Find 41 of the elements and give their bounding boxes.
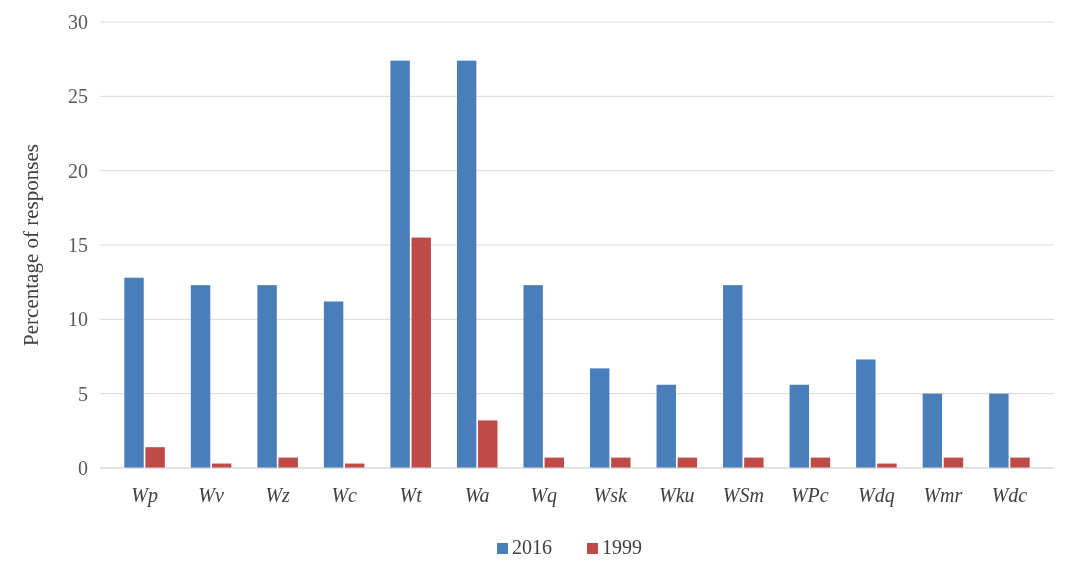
x-tick-label: Wp [131, 484, 158, 507]
bar [523, 285, 543, 468]
x-tick-label: Wq [530, 484, 558, 507]
y-tick-label: 15 [68, 234, 88, 256]
y-tick-label: 0 [78, 457, 88, 479]
bar [145, 447, 165, 468]
bar [411, 237, 431, 468]
bar [190, 285, 211, 468]
legend-label: 2016 [512, 536, 552, 558]
bar [257, 285, 277, 468]
bar [323, 301, 344, 468]
x-tick-label: Wt [399, 484, 423, 506]
x-tick-label: Wsk [593, 484, 629, 506]
y-tick-label: 20 [68, 159, 88, 182]
bar [390, 60, 410, 468]
bar [590, 368, 610, 468]
x-tick-label: WPc [790, 484, 829, 506]
bar [124, 277, 144, 468]
y-tick-label: 30 [68, 11, 88, 33]
bar [789, 384, 809, 468]
x-tick-label: Wv [198, 484, 224, 506]
y-tick-label: 25 [68, 85, 88, 108]
y-tick-label: 10 [68, 308, 88, 331]
bar [456, 60, 477, 468]
bar [656, 384, 676, 468]
x-tick-label: Wc [331, 484, 358, 506]
y-axis-title: Percentage of responses [19, 144, 43, 346]
x-tick-label: Wdq [858, 484, 895, 507]
bar [989, 393, 1009, 468]
x-tick-label: Wz [265, 484, 291, 506]
bar [922, 393, 943, 468]
x-tick-label: Wdc [991, 484, 1028, 506]
x-tick-label: Wa [464, 484, 490, 506]
bar [856, 359, 876, 468]
x-tick-label: Wku [659, 484, 695, 506]
legend-label: 1999 [602, 536, 642, 558]
y-tick-label: 5 [78, 382, 88, 405]
x-tick-label: Wmr [923, 484, 963, 506]
bar [478, 420, 498, 468]
bar [723, 285, 743, 468]
x-tick-label: WSm [722, 484, 764, 506]
